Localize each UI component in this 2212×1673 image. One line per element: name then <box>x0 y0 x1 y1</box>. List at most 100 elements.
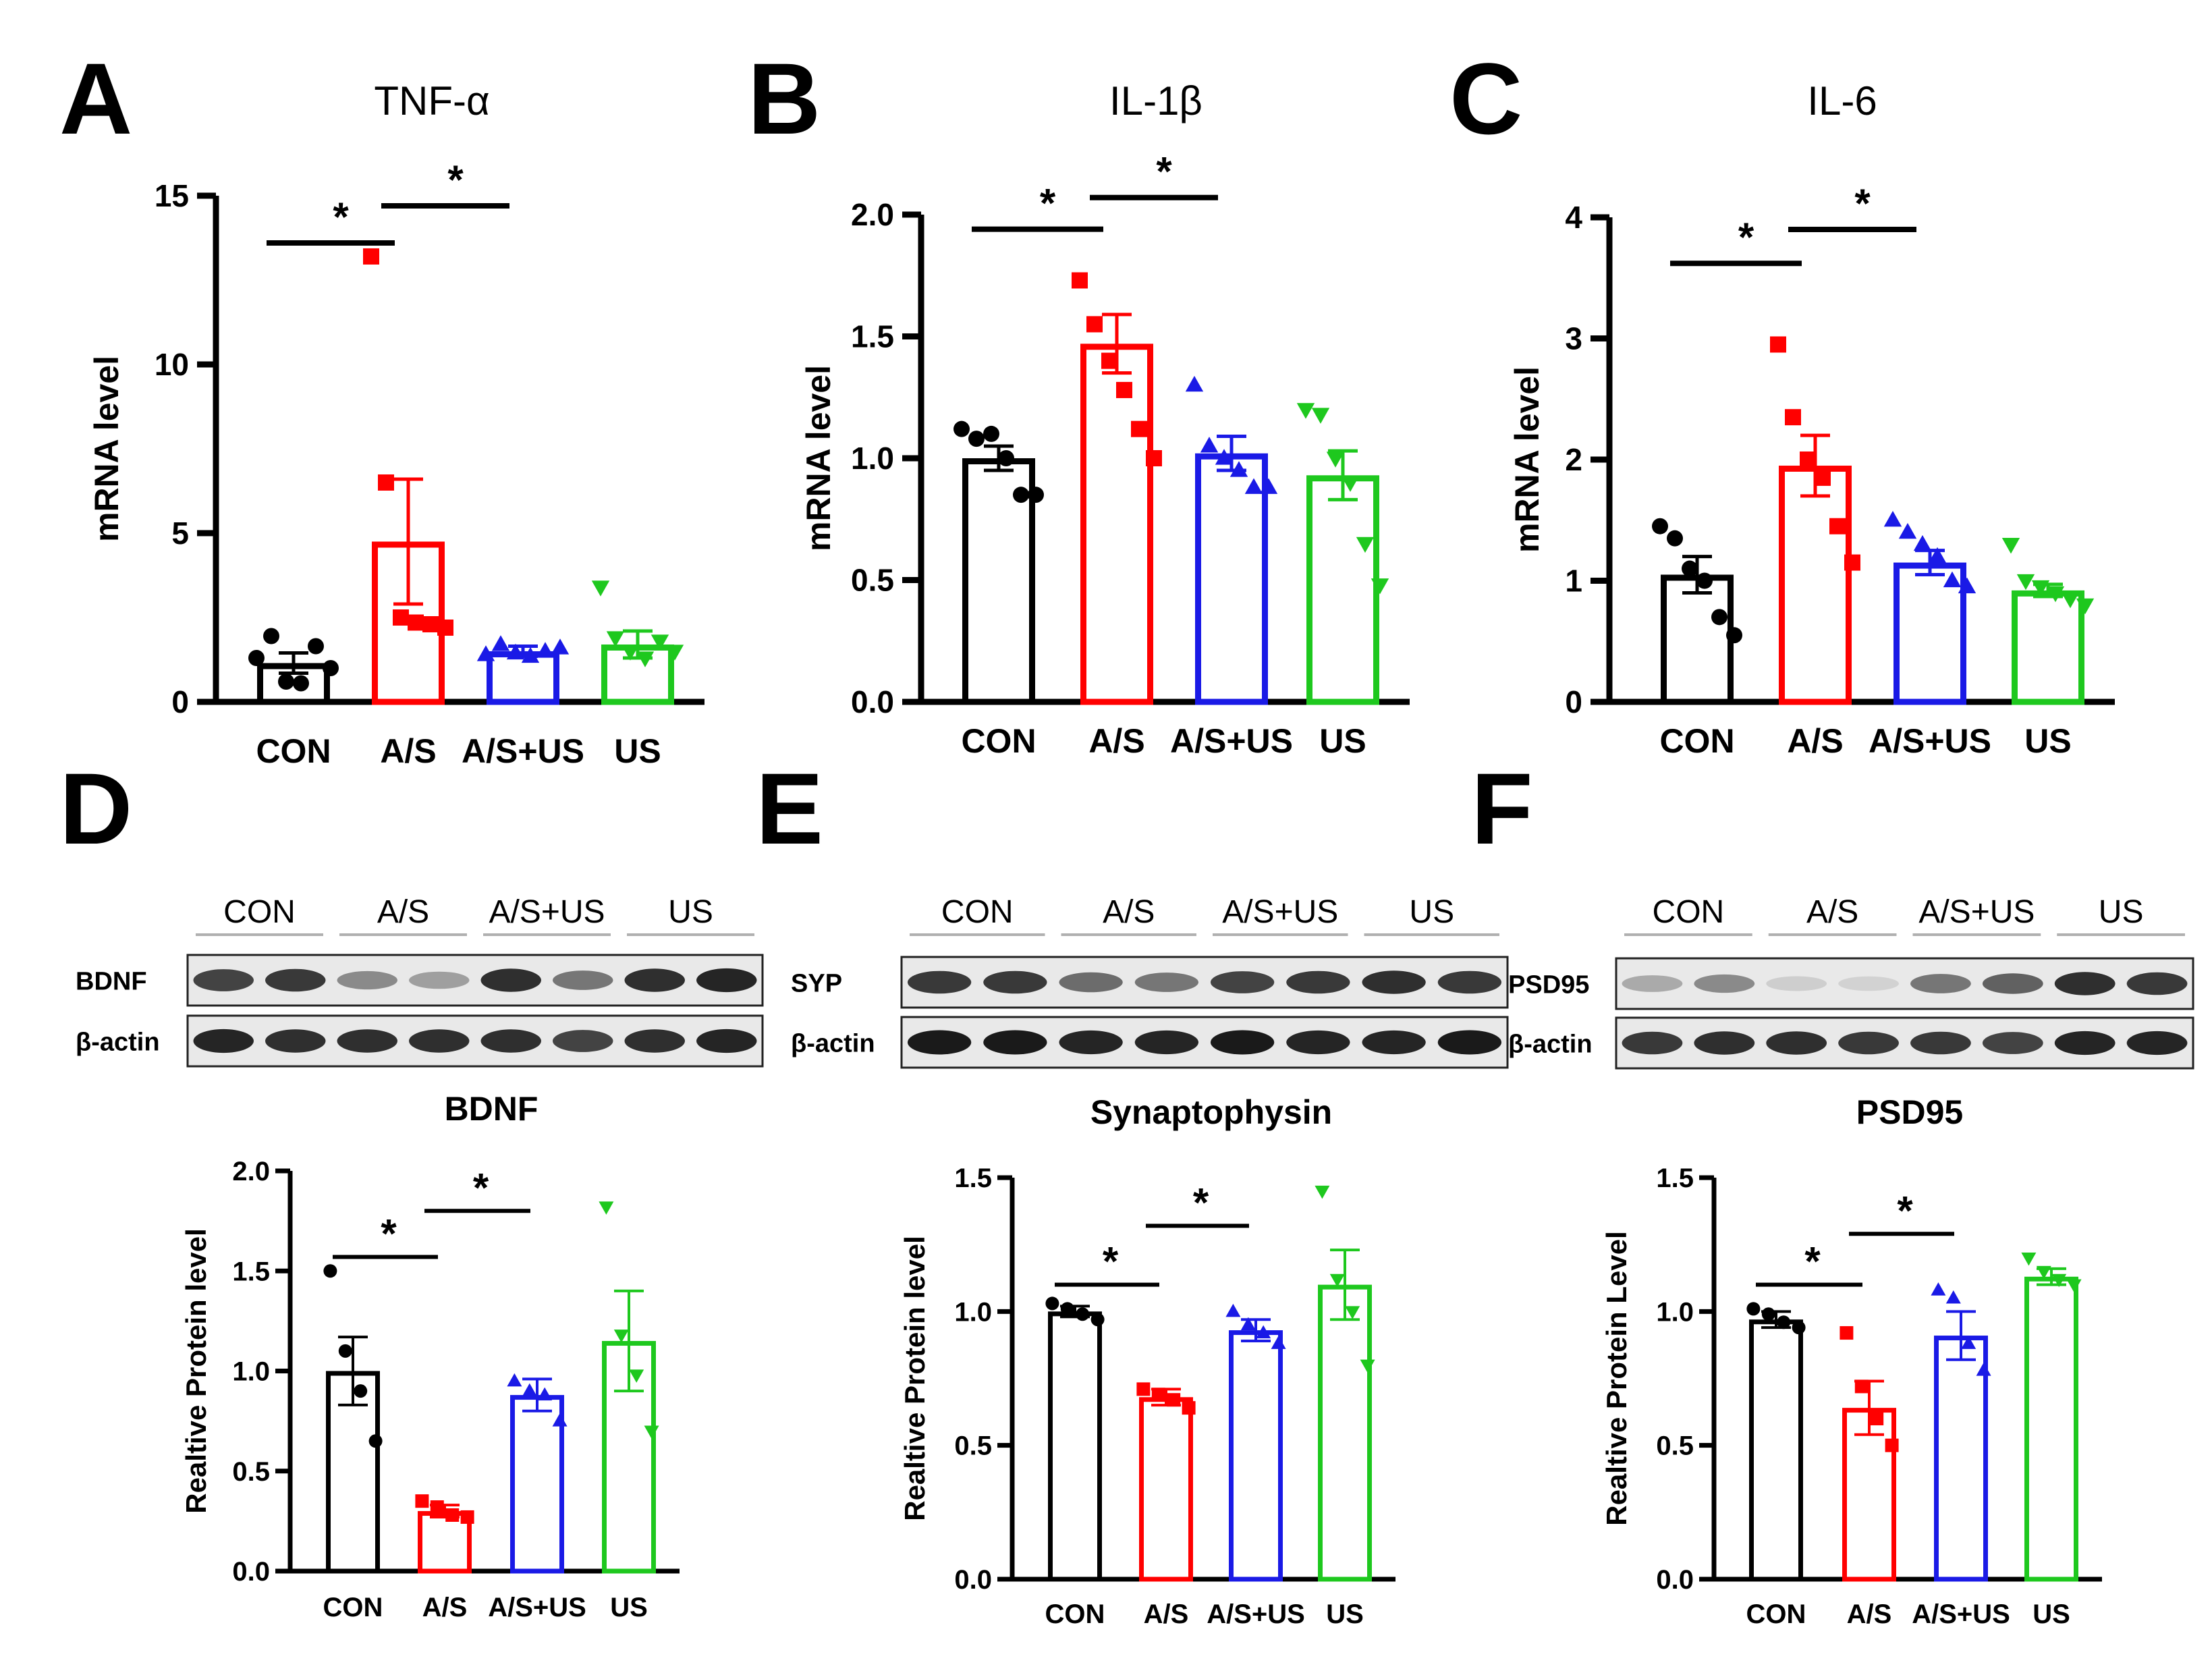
blot-band <box>1362 1030 1426 1055</box>
blot-band <box>409 1029 470 1053</box>
category-label-a-s-us: A/S+US <box>488 1593 586 1622</box>
data-point-a-s <box>437 620 453 636</box>
significance-star: * <box>333 194 349 240</box>
western-blot-syp: CON A/S A/S+US US SYP β-actin <box>791 894 1509 1069</box>
panel-letter-e: E <box>756 752 823 865</box>
category-label-a-s: A/S <box>1787 722 1843 760</box>
significance-star: * <box>1897 1188 1913 1233</box>
category-label-con: CON <box>1659 722 1734 760</box>
data-point-a-s-us <box>476 645 495 661</box>
data-point-a-s-us <box>552 1413 568 1427</box>
lane-group-label-a-s: A/S <box>377 894 429 930</box>
bar-us <box>1318 1284 1372 1582</box>
data-point-a-s-us <box>1244 478 1263 494</box>
blot-band <box>1838 976 1899 991</box>
lane-group-label-con: CON <box>1653 894 1725 930</box>
data-point-a-s-us <box>491 635 510 651</box>
y-axis-title: Realtive Protein level <box>180 1228 212 1514</box>
data-point-a-s <box>1870 1412 1884 1425</box>
data-point-a-s <box>1167 1393 1181 1407</box>
data-point-con <box>1696 572 1713 589</box>
significance-star: * <box>381 1211 397 1256</box>
data-point-a-s-us <box>1958 577 1976 594</box>
category-label-a-s: A/S <box>1144 1599 1189 1629</box>
data-point-con <box>1652 518 1668 534</box>
data-point-a-s-us <box>506 643 525 660</box>
data-point-a-s <box>1116 381 1132 398</box>
lane-group-label-a-s: A/S <box>1103 894 1155 930</box>
data-point-a-s <box>1146 450 1162 466</box>
bar-con <box>1749 1319 1803 1582</box>
category-label-con: CON <box>1746 1599 1806 1629</box>
chart-title: Synaptophysin <box>1090 1093 1332 1131</box>
category-label-us: US <box>1326 1599 1364 1629</box>
blot-band <box>696 968 757 993</box>
data-point-a-s <box>1800 451 1816 468</box>
data-point-con <box>354 1384 368 1398</box>
data-point-con <box>1726 627 1742 644</box>
data-point-us <box>2076 598 2095 615</box>
blot-band <box>2054 1031 2116 1055</box>
y-tick-label: 0.5 <box>232 1457 270 1487</box>
data-point-us <box>1360 1359 1375 1373</box>
data-point-con <box>1028 487 1044 503</box>
blot-band <box>1838 1031 1899 1055</box>
chart-title: BDNF <box>445 1090 538 1128</box>
significance-star: * <box>1738 215 1754 260</box>
blot-row-label-bdnf: BDNF <box>76 968 147 996</box>
y-tick-label: 1.0 <box>232 1357 270 1387</box>
y-tick-label: 1.5 <box>232 1257 270 1286</box>
blot-band <box>409 971 470 989</box>
data-point-a-s-us <box>1200 437 1219 453</box>
blot-band <box>1982 1032 2043 1054</box>
data-point-a-s-us <box>1945 1290 1961 1304</box>
y-axis-title: mRNA level <box>800 365 837 551</box>
lane-group-label-us: US <box>668 894 713 930</box>
blot-band <box>553 1030 613 1052</box>
category-label-a-s-us: A/S+US <box>1912 1599 2010 1629</box>
blot-band <box>1059 1030 1123 1055</box>
lane-group-label-a-s-us: A/S+US <box>1918 894 2035 930</box>
bar-con <box>1661 574 1734 705</box>
blot-band <box>265 968 326 992</box>
data-point-us <box>1329 1273 1345 1288</box>
data-point-con <box>1667 530 1683 547</box>
data-point-a-s <box>1844 554 1860 571</box>
data-point-us <box>651 634 669 651</box>
data-point-us <box>665 644 684 661</box>
data-point-a-s <box>393 609 409 626</box>
data-point-us <box>2051 1273 2067 1288</box>
chart-tnf-alpha: TNF-α 0 5 10 15 mRNA level CON A/S A/S+US US * * <box>88 78 704 770</box>
blot-band <box>2054 972 2116 995</box>
lane-group-label-con: CON <box>941 894 1014 930</box>
significance-star: * <box>1193 1180 1209 1225</box>
data-point-a-s-us <box>1898 522 1917 539</box>
data-point-a-s-us <box>1271 1336 1286 1349</box>
data-point-a-s-us <box>536 642 555 658</box>
bar-a-s <box>1080 344 1153 705</box>
data-point-us <box>636 651 655 667</box>
data-point-us <box>2061 592 2080 609</box>
y-tick-label: 0.0 <box>232 1557 270 1587</box>
data-point-a-s-us <box>1913 534 1932 551</box>
blot-band <box>1766 1031 1827 1055</box>
blot-row-label-syp: SYP <box>791 970 842 998</box>
significance-star: * <box>1040 181 1056 226</box>
panel-letter-b: B <box>748 42 821 155</box>
significance-star: * <box>1804 1239 1821 1284</box>
data-point-a-s-us <box>1215 449 1234 465</box>
data-point-a-s-us <box>1943 571 1962 588</box>
blot-band <box>624 968 685 992</box>
data-point-con <box>323 1264 337 1278</box>
category-label-a-s: A/S <box>1088 722 1144 760</box>
blot-band <box>193 969 254 991</box>
panel-letter-d: D <box>59 752 132 865</box>
bar-a-s <box>1139 1397 1193 1582</box>
significance-star: * <box>447 157 464 202</box>
category-label-a-s-us: A/S+US <box>462 732 584 770</box>
data-point-us <box>1326 451 1345 468</box>
blot-band <box>265 1029 326 1053</box>
data-point-a-s <box>445 1508 460 1522</box>
data-point-con <box>953 420 970 437</box>
data-point-con <box>1761 1307 1775 1321</box>
